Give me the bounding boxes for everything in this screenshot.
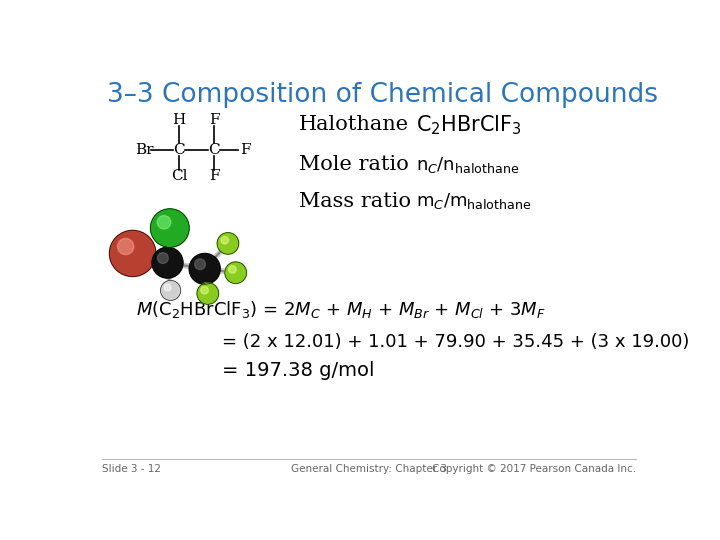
Text: H: H (173, 113, 186, 127)
Circle shape (161, 280, 181, 300)
Text: Slide 3 - 12: Slide 3 - 12 (102, 464, 161, 474)
Text: m$_C$/m$_{\mathrm{halothane}}$: m$_C$/m$_{\mathrm{halothane}}$ (415, 191, 531, 211)
Circle shape (150, 209, 189, 247)
Circle shape (194, 259, 205, 269)
Circle shape (117, 239, 134, 254)
Text: C$_2$HBrClF$_3$: C$_2$HBrClF$_3$ (415, 113, 521, 137)
Circle shape (225, 262, 246, 284)
Circle shape (109, 231, 156, 276)
Circle shape (164, 284, 171, 291)
Text: Cl: Cl (171, 170, 187, 184)
Circle shape (229, 266, 236, 273)
Text: Br: Br (135, 143, 153, 157)
Text: Mass ratio: Mass ratio (300, 192, 411, 211)
Circle shape (157, 215, 171, 229)
Circle shape (158, 253, 168, 264)
Text: F: F (209, 113, 220, 127)
Text: n$_C$/n$_{\mathrm{halothane}}$: n$_C$/n$_{\mathrm{halothane}}$ (415, 155, 519, 175)
Circle shape (221, 237, 228, 244)
Circle shape (201, 287, 208, 294)
Text: Halothane: Halothane (300, 116, 410, 134)
Text: = (2 x 12.01) + 1.01 + 79.90 + 35.45 + (3 x 19.00): = (2 x 12.01) + 1.01 + 79.90 + 35.45 + (… (222, 333, 689, 351)
Text: C: C (174, 143, 185, 157)
Text: F: F (209, 170, 220, 184)
Circle shape (152, 247, 183, 278)
Circle shape (189, 253, 220, 284)
Text: Mole ratio: Mole ratio (300, 156, 409, 174)
Text: Copyright © 2017 Pearson Canada Inc.: Copyright © 2017 Pearson Canada Inc. (432, 464, 636, 474)
Text: 3–3 Composition of Chemical Compounds: 3–3 Composition of Chemical Compounds (107, 82, 658, 108)
Circle shape (217, 233, 239, 254)
Circle shape (197, 283, 219, 304)
Text: F: F (240, 143, 251, 157)
Text: General Chemistry: Chapter 3: General Chemistry: Chapter 3 (291, 464, 447, 474)
Text: $M$(C$_2$HBrClF$_3$) = 2$M_C$ + $M_H$ + $M_{Br}$ + $M_{Cl}$ + 3$M_F$: $M$(C$_2$HBrClF$_3$) = 2$M_C$ + $M_H$ + … (137, 299, 546, 320)
Text: C: C (208, 143, 220, 157)
Text: = 197.38 g/mol: = 197.38 g/mol (222, 361, 374, 380)
